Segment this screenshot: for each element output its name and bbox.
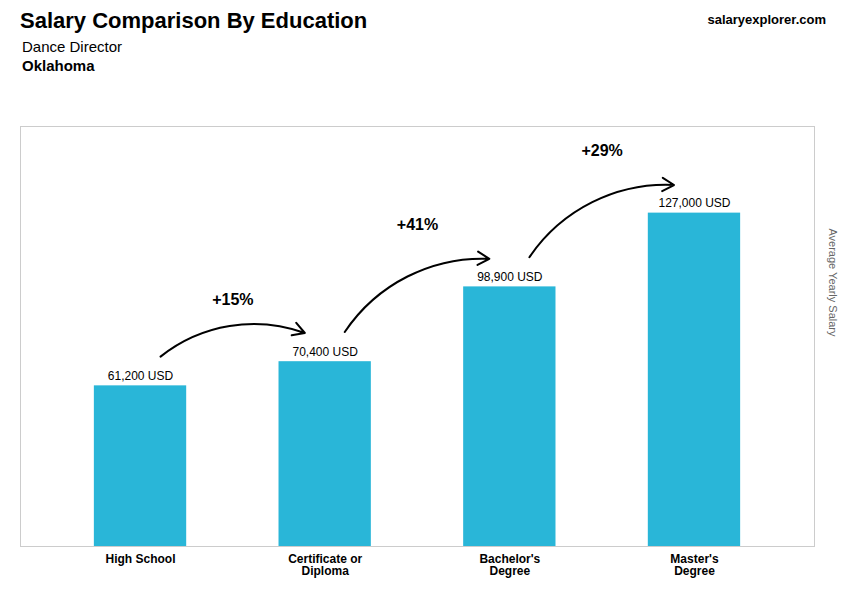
svg-text:+41%: +41% (397, 216, 438, 233)
svg-text:Average Yearly Salary: Average Yearly Salary (827, 228, 839, 337)
svg-text:Master'sDegree: Master'sDegree (670, 552, 719, 578)
html-text:Dance Director: Dance Director (22, 38, 122, 55)
svg-text:+15%: +15% (212, 291, 253, 308)
svg-text:Certificate orDiploma: Certificate orDiploma (288, 552, 362, 578)
svg-text:Bachelor'sDegree: Bachelor'sDegree (479, 552, 540, 578)
svg-text:98,900 USD: 98,900 USD (477, 270, 543, 284)
svg-text:70,400 USD: 70,400 USD (292, 345, 358, 359)
html-text:salaryexplorer.com: salaryexplorer.com (707, 12, 826, 27)
svg-text:61,200 USD: 61,200 USD (108, 369, 174, 383)
svg-text:High School: High School (106, 552, 176, 566)
html-text:Oklahoma: Oklahoma (22, 57, 95, 74)
svg-text:+29%: +29% (581, 142, 622, 159)
html-text:Salary Comparison By Education: Salary Comparison By Education (20, 8, 368, 33)
svg-text:127,000 USD: 127,000 USD (658, 196, 730, 210)
